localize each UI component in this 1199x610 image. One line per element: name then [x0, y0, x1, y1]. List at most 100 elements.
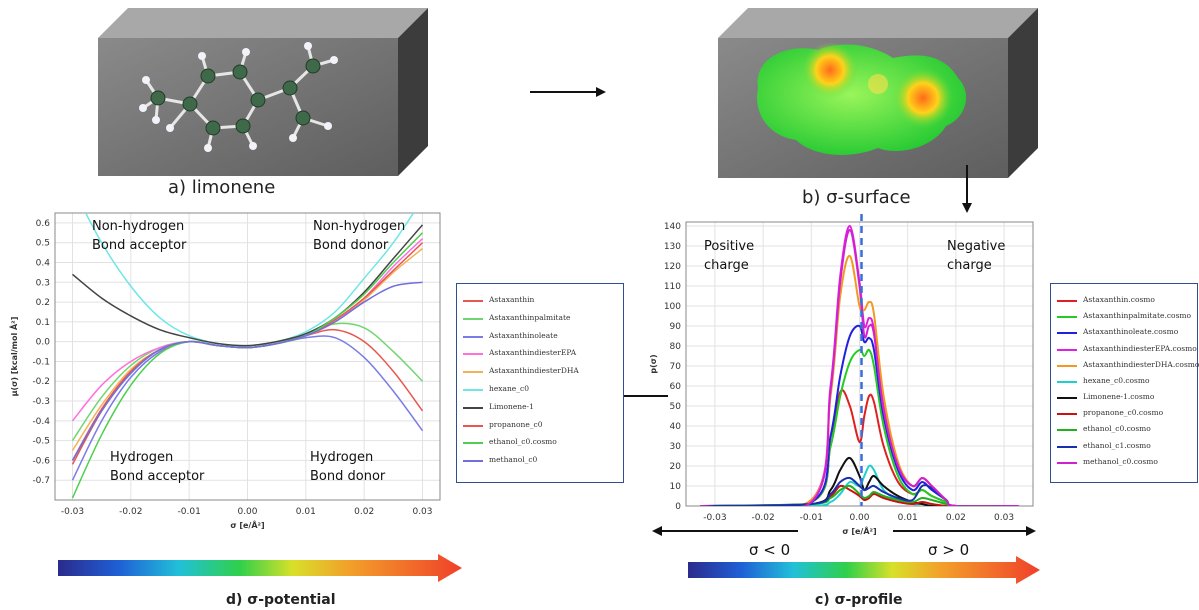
y-tick-label: 80 [670, 342, 682, 352]
legend-swatch [463, 317, 483, 320]
legend-swatch [1057, 461, 1077, 464]
x-tick-label: 0.02 [946, 513, 966, 523]
annotation-positive-charge: Positive charge [704, 239, 755, 273]
arrow-positive-head [1026, 526, 1036, 536]
series-line [71, 281, 423, 461]
legend-label: methanol_c0 [489, 455, 538, 465]
series-line [700, 484, 1019, 506]
y-tick-label: 120 [664, 262, 681, 272]
legend-label: AstaxanthindiesterEPA.cosmo [1083, 343, 1197, 353]
sigma-profile-chart: 1401301201101009080706050403020100-0.03-… [649, 214, 1036, 536]
y-tick-label: 0.1 [36, 318, 50, 328]
y-tick-label: 0.5 [36, 239, 50, 249]
y-tick-label: 0.3 [36, 278, 50, 288]
box-side [1008, 8, 1038, 178]
annotation-hb-acceptor: Hydrogen Bond acceptor [110, 450, 205, 484]
series-group [700, 224, 1019, 506]
legend-label: hexane_c0 [489, 384, 529, 393]
y-tick-label: 0 [675, 502, 681, 512]
y-tick-label: 20 [670, 462, 682, 472]
legend-swatch [463, 371, 483, 374]
legend-swatch [1057, 380, 1077, 383]
legend-swatch [1057, 316, 1077, 319]
legend-swatch [1057, 300, 1077, 302]
y-tick-label: 140 [664, 222, 681, 232]
y-axis-label: p(σ) [649, 354, 658, 373]
y-tick-label: -0.7 [32, 476, 50, 486]
y-tick-label: 40 [670, 422, 682, 432]
y-tick-label: 110 [664, 282, 681, 292]
legend-swatch [1057, 413, 1077, 416]
y-tick-label: 0.4 [36, 258, 51, 268]
y-tick-label: -0.2 [32, 377, 50, 387]
x-tick-label: -0.02 [119, 507, 142, 517]
y-tick-label: -0.5 [32, 437, 50, 447]
legend-label: Astaxanthinpalmitate [489, 312, 571, 322]
legend-swatch [463, 335, 483, 338]
legend-label: ethanol_c0.cosmo [1083, 424, 1151, 434]
legend-label: methanol_c0.cosmo [1083, 456, 1158, 466]
plot-frame [685, 221, 1034, 507]
x-tick-label: -0.03 [703, 513, 726, 523]
arrow-down [962, 165, 972, 213]
legend-label: AstaxanthindiesterDHA.cosmo [1083, 359, 1199, 369]
box-top [718, 8, 1038, 38]
series-line [700, 324, 1019, 506]
x-tick-label: 0.03 [412, 507, 432, 517]
series-line [700, 464, 1019, 506]
legend-swatch [463, 424, 483, 427]
x-tick-label: 0.01 [898, 513, 918, 523]
legend-label: AstaxanthindiesterEPA [489, 348, 577, 358]
caption-d: d) σ-potential [226, 592, 336, 608]
series-line [700, 484, 1019, 506]
y-tick-label: -0.1 [32, 357, 50, 367]
x-tick-label: -0.01 [178, 507, 201, 517]
legend-swatch [1057, 364, 1077, 367]
y-tick-label: -0.3 [32, 397, 50, 407]
legend-swatch [1057, 332, 1077, 335]
y-tick-label: 0.0 [36, 338, 51, 348]
x-axis-label: σ [e/Å²] [230, 520, 264, 530]
series-line [72, 224, 424, 347]
x-tick-label: 0.02 [354, 507, 374, 517]
annotation-hb-donor: Hydrogen Bond donor [310, 450, 386, 484]
series-line [700, 456, 1019, 506]
annotation-negative-charge: Negative charge [947, 239, 1006, 273]
box-face [98, 38, 398, 176]
legend-label: ethanol_c0.cosmo [489, 437, 557, 447]
legend-swatch [1057, 397, 1077, 400]
legend-label: AstaxanthindiesterDHA [489, 366, 579, 376]
y-tick-label: 30 [670, 442, 682, 452]
legend-label: Astaxanthinpalmitate.cosmo [1083, 311, 1192, 321]
sigma-potential-chart: 0.6 0.5 0.4 0.3 0.2 0.1 0.0 -0.1 -0.2 -0.3 -0.4 -0.… [9, 212, 441, 530]
x-tick-label: 0.01 [296, 507, 316, 517]
legend-swatch [463, 353, 483, 356]
sigma-surface-blob [757, 42, 967, 155]
x-tick-label: -0.01 [800, 513, 823, 523]
series-line [700, 228, 1019, 506]
x-tick-label: 0.00 [237, 507, 257, 517]
caption-a: a) limonene [168, 177, 276, 198]
sigma-surface-box [718, 8, 1038, 178]
arrow-right [530, 87, 606, 97]
plot-frame [54, 212, 441, 501]
arrow-negative-head [652, 526, 662, 536]
y-tick-label: -0.6 [32, 456, 50, 466]
y-tick-label: 0.2 [36, 298, 50, 308]
legend-label: Astaxanthinoleate.cosmo [1083, 327, 1179, 337]
legend-label: hexane_c0.cosmo [1083, 375, 1150, 385]
y-tick-label: 10 [670, 482, 682, 492]
legend-label: Astaxanthinoleate [489, 330, 558, 340]
carbon-atoms [150, 58, 321, 136]
legend-swatch [463, 406, 483, 409]
x-axis-label: σ [e/Å²] [842, 526, 876, 536]
limonene-box [98, 8, 428, 176]
series-line [700, 348, 1019, 506]
legend-swatch [463, 460, 483, 463]
x-tick-label: -0.02 [751, 513, 774, 523]
annotation-sigma-positive: σ > 0 [928, 541, 970, 559]
x-tick-label: 0.03 [994, 513, 1014, 523]
annotation-nonhb-acceptor: Non-hydrogen Bond acceptor [92, 219, 187, 253]
y-tick-label: 60 [670, 382, 682, 392]
